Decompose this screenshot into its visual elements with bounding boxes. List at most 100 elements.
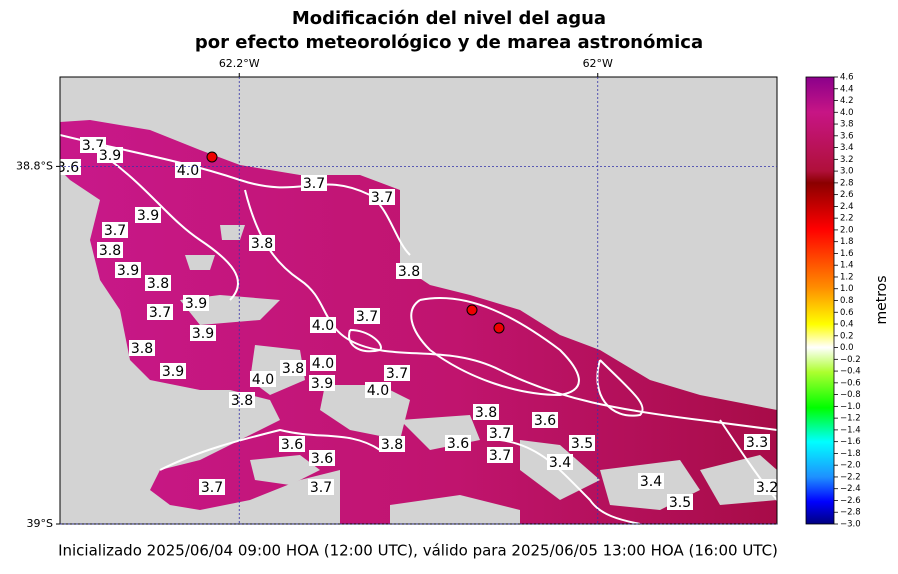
contour-label: 3.8 [475,405,497,421]
contour-label: 3.9 [117,263,139,279]
x-tick-label: 62°W [583,57,613,70]
contour-label: 3.6 [534,413,556,429]
contour-label-bg [309,375,335,391]
colorbar-tick-label: 0.4 [840,320,854,330]
contour-label: 3.2 [756,480,778,496]
contour-label: 3.5 [571,436,593,452]
colorbar-tick-label: −1.0 [840,402,861,412]
colorbar-tick-label: 1.8 [840,237,854,247]
colorbar-tick-label: 0.2 [840,331,854,341]
colorbar-tick-label: −2.2 [840,472,861,482]
colorbar-tick-label: 3.4 [840,143,854,153]
contour-label: 4.0 [252,372,274,388]
colorbar-tick-label: −1.8 [840,449,861,459]
colorbar-tick-label: 0.6 [840,308,854,318]
contour-label-bg [354,308,380,324]
footer: Inicializado 2025/06/04 09:00 HOA (12:00… [58,542,778,560]
colorbar-tick-label: 3.6 [840,131,854,141]
contour-label: 3.7 [356,309,378,325]
contour-label: 4.0 [312,318,334,334]
contour-label: 3.8 [99,243,121,259]
contour-label: 3.8 [131,341,153,357]
colorbar-tick-label: 1.0 [840,284,854,294]
contour-label-bg [147,304,173,320]
colorbar-tick-label: 2.8 [840,178,854,188]
colorbar-tick-label: −0.8 [840,390,861,400]
contour-label-bg [310,355,336,371]
colorbar-tick-label: −0.4 [840,367,861,377]
colorbar-tick-label: −2.8 [840,508,861,518]
colorbar-tick-label: 3.0 [840,167,854,177]
contour-label-bg [102,222,128,238]
contour-label: 3.6 [447,436,469,452]
contour-label: 3.6 [281,437,303,453]
contour-label: 3.8 [147,276,169,292]
contour-label-bg [308,479,334,495]
colorbar-tick-label: 2.4 [840,202,854,212]
colorbar-tick-label: 4.2 [840,96,854,106]
contour-label-bg [280,360,306,376]
colorbar-tick-label: 0.0 [840,343,854,353]
contour-label-bg [183,295,209,311]
contour-label-bg [547,454,573,470]
contour-label-bg [160,363,186,379]
contour-label-bg [309,450,335,466]
contour-label-bg [135,207,161,223]
contour-label-bg [301,175,327,191]
contour-label: 3.4 [549,455,571,471]
colorbar-tick-label: 2.6 [840,190,854,200]
title: Modificación del nivel del agua [292,8,606,29]
contour-label: 3.9 [192,326,214,342]
contour-label: 3.9 [162,364,184,380]
colorbar-tick-label: −2.0 [840,461,861,471]
contour-label-bg [369,189,395,205]
colorbar-tick-label: 4.4 [840,84,854,94]
map-frame [59,76,778,525]
contour-label: 4.0 [367,383,389,399]
contour-label: 3.8 [251,236,273,252]
colorbar-tick-label: −0.2 [840,355,861,365]
contour-label: 3.7 [149,305,171,321]
stations [206,151,505,334]
contour-label: 3.9 [99,148,121,164]
contour-label: 3.7 [303,176,325,192]
contour-label: 3.3 [746,435,768,451]
colorbar-tick-label: −0.6 [840,378,861,388]
colorbar-tick-label: 3.8 [840,120,854,130]
contour-label-bg [532,412,558,428]
colorbar-tick-label: 4.6 [840,73,854,83]
colorbar-label: metros [874,275,890,324]
colorbar-tick-label: 4.0 [840,108,854,118]
colorbar-tick-label: 2.2 [840,214,854,224]
station-marker [466,304,478,316]
contour-label: 3.8 [381,437,403,453]
contour-label-bg [754,479,777,495]
contour-label-bg [60,159,81,175]
contour-label: 3.7 [104,223,126,239]
contour-label-bg [744,434,770,450]
contour-label-bg [115,262,141,278]
contour-label-bg [365,382,391,398]
station-marker [206,151,218,163]
contour-label-bg [229,392,255,408]
contour-label: 3.6 [57,160,79,176]
contour-label: 3.8 [231,393,253,409]
contour-label: 4.0 [177,163,199,179]
colorbar-tick-label: 1.2 [840,272,854,282]
colorbar-tick-label: 1.4 [840,261,854,271]
colorbar-tick-label: −3.0 [840,520,861,530]
colorbar-tick-label: −1.6 [840,437,861,447]
contour-label-bg [487,425,513,441]
title: por efecto meteorológico y de marea astr… [195,32,703,53]
contour-label-bg [97,147,123,163]
colorbar-tick-label: 3.2 [840,155,854,165]
contour-label: 4.0 [312,356,334,372]
contour-label-bg [384,365,410,381]
contour-label: 3.7 [371,190,393,206]
contour-label: 3.9 [311,376,333,392]
contour-label-bg [638,473,664,489]
contour-label-bg [379,436,405,452]
contour-label: 3.4 [640,474,662,490]
contour-label: 3.9 [185,296,207,312]
